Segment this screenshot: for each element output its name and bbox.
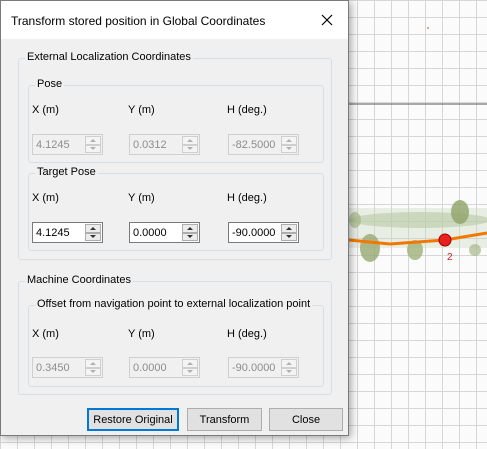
pose-h-label: H (deg.) xyxy=(227,104,267,116)
pose-x-stepper xyxy=(32,134,103,155)
pose-x-down-button xyxy=(85,145,101,154)
target-y-label: Y (m) xyxy=(128,192,155,204)
target-h-label: H (deg.) xyxy=(227,192,267,204)
pose-y-up-button xyxy=(182,136,198,145)
offset-x-down-button xyxy=(85,368,101,377)
offset-h-up-button xyxy=(281,359,297,368)
close-button[interactable]: Close xyxy=(269,408,343,431)
target-y-up-button[interactable] xyxy=(182,224,198,233)
target-x-label: X (m) xyxy=(32,192,59,204)
pose-x-input xyxy=(33,135,85,154)
pose-y-down-button xyxy=(182,145,198,154)
pose-y-label: Y (m) xyxy=(128,104,155,116)
offset-x-stepper xyxy=(32,357,103,378)
pose-h-stepper xyxy=(228,134,299,155)
close-window-button[interactable] xyxy=(312,7,342,33)
offset-h-stepper xyxy=(228,357,299,378)
target-pose-label: Target Pose xyxy=(35,166,98,178)
external-localization-label: External Localization Coordinates xyxy=(25,51,193,63)
pose-label: Pose xyxy=(35,78,64,90)
target-pose-group: Target Pose X (m) Y (m) H (deg.) xyxy=(28,173,324,251)
external-localization-group: External Localization Coordinates Pose X… xyxy=(18,58,332,260)
machine-coordinates-label: Machine Coordinates xyxy=(25,274,133,286)
waypoint-label: 2 xyxy=(447,252,453,263)
target-y-down-button[interactable] xyxy=(182,233,198,242)
transform-dialog: Transform stored position in Global Coor… xyxy=(0,0,349,436)
target-h-down-button[interactable] xyxy=(281,233,297,242)
offset-x-up-button xyxy=(85,359,101,368)
offset-y-stepper xyxy=(129,357,200,378)
offset-y-label: Y (m) xyxy=(128,328,155,340)
pose-h-down-button xyxy=(281,145,297,154)
pose-x-label: X (m) xyxy=(32,104,59,116)
restore-original-button[interactable]: Restore Original xyxy=(87,408,179,431)
offset-y-input xyxy=(130,358,182,377)
machine-coordinates-group: Machine Coordinates Offset from navigati… xyxy=(18,281,332,395)
pose-y-stepper xyxy=(129,134,200,155)
target-x-input[interactable] xyxy=(33,223,85,242)
dialog-title: Transform stored position in Global Coor… xyxy=(11,14,265,28)
target-h-stepper[interactable] xyxy=(228,222,299,243)
offset-x-input xyxy=(33,358,85,377)
pose-x-up-button xyxy=(85,136,101,145)
transform-button[interactable]: Transform xyxy=(187,408,262,431)
offset-y-down-button xyxy=(182,368,198,377)
pose-group: Pose X (m) Y (m) H (deg.) xyxy=(28,85,324,163)
waypoint-marker[interactable] xyxy=(439,234,451,246)
offset-y-up-button xyxy=(182,359,198,368)
offset-x-label: X (m) xyxy=(32,328,59,340)
target-y-input[interactable] xyxy=(130,223,182,242)
offset-group: Offset from navigation point to external… xyxy=(28,305,324,387)
target-x-up-button[interactable] xyxy=(85,224,101,233)
pose-h-up-button xyxy=(281,136,297,145)
offset-label: Offset from navigation point to external… xyxy=(35,298,312,310)
pose-y-input xyxy=(130,135,182,154)
title-bar[interactable]: Transform stored position in Global Coor… xyxy=(1,1,348,39)
target-h-input[interactable] xyxy=(229,223,281,242)
target-x-stepper[interactable] xyxy=(32,222,103,243)
offset-h-down-button xyxy=(281,368,297,377)
target-h-up-button[interactable] xyxy=(281,224,297,233)
close-icon xyxy=(321,14,333,26)
target-x-down-button[interactable] xyxy=(85,233,101,242)
offset-h-label: H (deg.) xyxy=(227,328,267,340)
target-y-stepper[interactable] xyxy=(129,222,200,243)
offset-h-input xyxy=(229,358,281,377)
pose-h-input xyxy=(229,135,281,154)
